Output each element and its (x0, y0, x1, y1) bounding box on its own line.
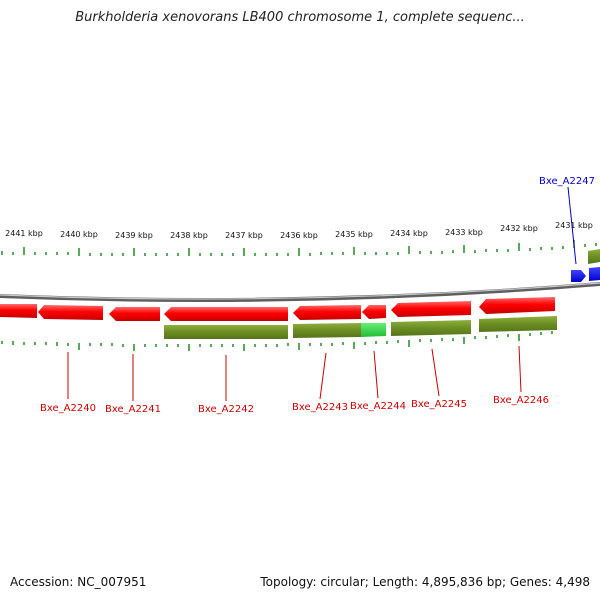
gene-label: Bxe_A2243 (292, 402, 348, 413)
gene-Bxe_A2245[interactable] (391, 301, 471, 317)
gene-label: Bxe_A2247 (539, 176, 595, 187)
gene-label: Bxe_A2242 (198, 404, 254, 415)
scale-label: 2439 kbp (115, 231, 153, 240)
gene-Bxe_A2244[interactable] (362, 305, 386, 319)
gene-labels: Bxe_A2240 Bxe_A2241 Bxe_A2242 Bxe_A2243 … (40, 176, 595, 415)
gene-Bxe_A2240[interactable] (0, 304, 37, 318)
scale-label: 2441 kbp (5, 229, 43, 238)
cds-Bxe_A2243[interactable] (293, 323, 361, 338)
cds-upper-edge[interactable] (588, 249, 600, 264)
topology-text: Topology: circular; Length: 4,895,836 bp… (260, 575, 590, 589)
scale-labels: 2441 kbp 2440 kbp 2439 kbp 2438 kbp 2437… (5, 221, 593, 240)
cds-Bxe_A2244[interactable] (361, 323, 386, 337)
gene-label: Bxe_A2246 (493, 395, 549, 406)
cds-Bxe_A2246[interactable] (479, 316, 557, 332)
cds-features (164, 316, 557, 339)
label-leaders (67, 186, 577, 401)
gene-label: Bxe_A2240 (40, 403, 96, 414)
scale-label: 2432 kbp (500, 224, 538, 233)
gene-features (0, 249, 600, 321)
lower-scale-ticks (1, 331, 553, 351)
gene-label: Bxe_A2241 (105, 404, 161, 415)
gene-Bxe_A2242[interactable] (164, 307, 288, 321)
gene-label: Bxe_A2245 (411, 399, 467, 410)
scale-label: 2433 kbp (445, 228, 483, 237)
scale-label: 2431 kbp (555, 221, 593, 230)
scale-label: 2437 kbp (225, 231, 263, 240)
gene-Bxe_A2243[interactable] (293, 305, 361, 320)
scale-label: 2438 kbp (170, 231, 208, 240)
gene-Bxe_A2247[interactable] (571, 270, 586, 282)
cds-Bxe_A2242[interactable] (164, 325, 288, 339)
scale-label: 2435 kbp (335, 230, 373, 239)
gene-Bxe_A2241b[interactable] (109, 307, 160, 321)
gene-label: Bxe_A2244 (350, 401, 406, 412)
gene-Bxe_A2241[interactable] (38, 305, 103, 320)
cds-Bxe_A2245[interactable] (391, 320, 471, 336)
genome-backbone (0, 282, 600, 302)
backbone-highlight (0, 282, 600, 300)
map-title: Burkholderia xenovorans LB400 chromosome… (75, 10, 525, 25)
gene-Bxe_A2246[interactable] (479, 297, 555, 314)
scale-label: 2436 kbp (280, 231, 318, 240)
accession-text: Accession: NC_007951 (10, 575, 147, 589)
gene-blue-edge[interactable] (589, 267, 600, 281)
scale-label: 2434 kbp (390, 229, 428, 238)
scale-label: 2440 kbp (60, 230, 98, 239)
upper-scale-ticks (1, 240, 597, 256)
